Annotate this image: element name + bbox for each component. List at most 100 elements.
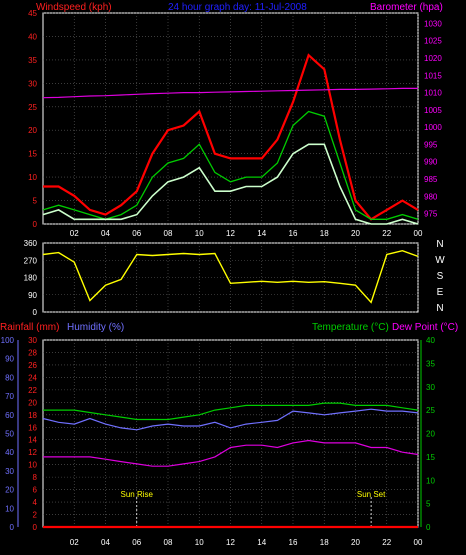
windspeed-axis-title: Windspeed (kph) xyxy=(36,2,112,13)
x-tick-label: 06 xyxy=(132,538,141,547)
x-tick-label: 20 xyxy=(351,229,360,238)
humidity-tick-label: 50 xyxy=(5,430,14,439)
windspeed-tick-label: 30 xyxy=(28,79,37,88)
rainfall-tick-label: 16 xyxy=(28,423,37,432)
temperature-tick-label: 0 xyxy=(426,523,431,532)
humidity-tick-label: 20 xyxy=(5,486,14,495)
x-tick-label: 10 xyxy=(195,229,204,238)
humidity-tick-label: 70 xyxy=(5,392,14,401)
temperature-tick-label: 5 xyxy=(426,500,431,509)
x-tick-label: 00 xyxy=(414,538,423,547)
windspeed-tick-label: 35 xyxy=(28,56,37,65)
rainfall-tick-label: 28 xyxy=(28,348,37,357)
temperature-tick-label: 20 xyxy=(426,430,435,439)
temperature-tick-label: 40 xyxy=(426,336,435,345)
windspeed-tick-label: 15 xyxy=(28,150,37,159)
windspeed-tick-label: 40 xyxy=(28,32,37,41)
wind-barometer-panel: 0510152025303540459759809859909951000100… xyxy=(28,9,442,238)
barometer-tick-label: 1000 xyxy=(424,123,442,132)
humidity-tick-label: 100 xyxy=(1,336,15,345)
x-tick-label: 02 xyxy=(70,229,79,238)
barometer-tick-label: 1025 xyxy=(424,37,442,46)
rainfall-tick-label: 14 xyxy=(28,436,37,445)
temperature-tick-label: 25 xyxy=(426,406,435,415)
direction-series xyxy=(42,249,419,304)
temperature-axis-title: Temperature (°C) xyxy=(312,322,389,333)
barometer-tick-label: 1010 xyxy=(424,89,442,98)
x-tick-label: 08 xyxy=(164,229,173,238)
compass-letter: S xyxy=(437,271,444,282)
direction-tick-label: 0 xyxy=(33,308,38,317)
compass-letter: W xyxy=(435,255,445,266)
humidity-tick-label: 80 xyxy=(5,373,14,382)
barometer-tick-label: 1015 xyxy=(424,71,442,80)
compass-letter: E xyxy=(437,287,444,298)
barometer-tick-label: 985 xyxy=(424,175,438,184)
rainfall-tick-label: 4 xyxy=(33,498,38,507)
humidity-tick-label: 0 xyxy=(10,523,15,532)
humidity-tick-label: 40 xyxy=(5,448,14,457)
x-tick-label: 12 xyxy=(226,538,235,547)
x-tick-label: 20 xyxy=(351,538,360,547)
rainfall-tick-label: 18 xyxy=(28,411,37,420)
barometer-tick-label: 1030 xyxy=(424,19,442,28)
temp-humidity-panel: 0246810121416182022242628300102030405060… xyxy=(1,336,436,547)
sunset-label: Sun Set xyxy=(357,490,386,499)
chart-title: 24 hour graph day: 11-Jul-2008 xyxy=(168,2,307,13)
humidity-tick-label: 30 xyxy=(5,467,14,476)
windspeed-tick-label: 10 xyxy=(28,173,37,182)
rainfall-tick-label: 22 xyxy=(28,386,37,395)
barometer-axis-title: Barometer (hpa) xyxy=(370,2,443,13)
x-tick-label: 14 xyxy=(257,229,266,238)
temperature-tick-label: 10 xyxy=(426,476,435,485)
humidity-axis-title: Humidity (%) xyxy=(67,322,124,333)
rainfall-tick-label: 12 xyxy=(28,448,37,457)
x-tick-label: 22 xyxy=(382,229,391,238)
windspeed-tick-label: 5 xyxy=(33,197,38,206)
rainfall-tick-label: 6 xyxy=(33,486,38,495)
x-tick-label: 06 xyxy=(132,229,141,238)
compass-letter: N xyxy=(436,303,443,314)
direction-tick-label: 360 xyxy=(24,239,38,248)
rainfall-tick-label: 10 xyxy=(28,461,37,470)
x-tick-label: 02 xyxy=(70,538,79,547)
temperature-tick-label: 15 xyxy=(426,453,435,462)
dewpoint-series xyxy=(43,439,419,467)
x-tick-label: 00 xyxy=(414,229,423,238)
x-tick-label: 16 xyxy=(289,538,298,547)
temperature-series xyxy=(43,402,419,421)
humidity-tick-label: 90 xyxy=(5,355,14,364)
barometer-tick-label: 980 xyxy=(424,192,438,201)
rainfall-tick-label: 2 xyxy=(33,511,38,520)
windspeed-tick-label: 25 xyxy=(28,103,37,112)
barometer-tick-label: 975 xyxy=(424,210,438,219)
x-tick-label: 04 xyxy=(101,229,110,238)
windspeed-tick-label: 0 xyxy=(33,220,38,229)
windspeed-tick-label: 20 xyxy=(28,126,37,135)
direction-tick-label: 180 xyxy=(24,274,38,283)
humidity-tick-label: 10 xyxy=(5,504,14,513)
barometer-tick-label: 1005 xyxy=(424,106,442,115)
x-tick-label: 18 xyxy=(320,229,329,238)
x-tick-label: 14 xyxy=(257,538,266,547)
dewpoint-axis-title: Dew Point (°C) xyxy=(392,322,458,333)
x-tick-label: 12 xyxy=(226,229,235,238)
rainfall-tick-label: 26 xyxy=(28,361,37,370)
x-tick-label: 04 xyxy=(101,538,110,547)
sunrise-label: Sun Rise xyxy=(121,490,154,499)
direction-tick-label: 270 xyxy=(24,256,38,265)
barometer-tick-label: 995 xyxy=(424,140,438,149)
rainfall-axis-title: Rainfall (mm) xyxy=(0,322,59,333)
barometer-tick-label: 1020 xyxy=(424,54,442,63)
rainfall-tick-label: 24 xyxy=(28,373,37,382)
windspeed-tick-label: 45 xyxy=(28,9,37,18)
x-tick-label: 22 xyxy=(382,538,391,547)
temperature-tick-label: 35 xyxy=(426,359,435,368)
pressure-series xyxy=(42,87,418,99)
rainfall-tick-label: 8 xyxy=(33,473,38,482)
x-tick-label: 16 xyxy=(289,229,298,238)
rainfall-tick-label: 0 xyxy=(33,523,38,532)
direction-tick-label: 90 xyxy=(28,291,37,300)
